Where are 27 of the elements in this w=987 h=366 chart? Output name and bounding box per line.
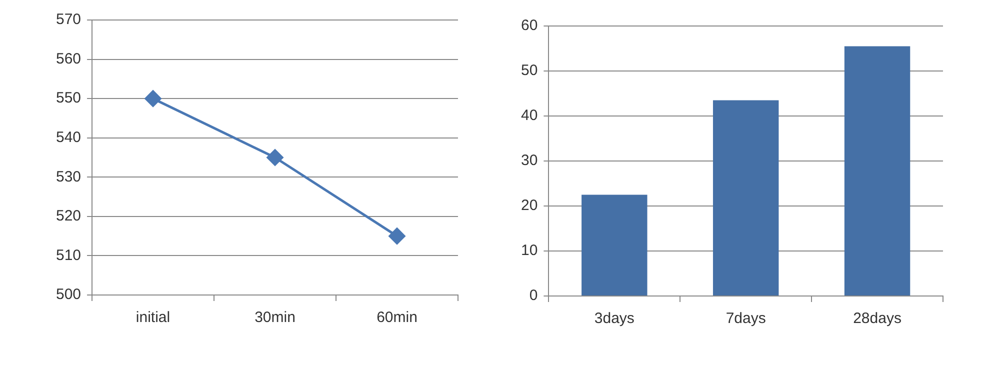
y-tick-label: 560 xyxy=(56,50,82,68)
y-tick-label: 520 xyxy=(56,208,82,225)
y-tick-label: 540 xyxy=(56,129,82,146)
y-tick-label: 10 xyxy=(520,242,538,260)
y-tick-label: 30 xyxy=(520,152,538,170)
point xyxy=(266,149,284,166)
x-tick-label: 3days xyxy=(594,310,634,328)
x-tick-label: initial xyxy=(136,309,170,326)
y-tick-label: 60 xyxy=(520,17,538,34)
x-tick-label: 30min xyxy=(254,309,296,326)
x-tick-label: 7days xyxy=(726,310,766,328)
bar xyxy=(712,100,779,296)
y-tick-label: 570 xyxy=(56,11,82,28)
bar xyxy=(844,46,910,296)
point xyxy=(388,228,406,244)
y-tick-label: 530 xyxy=(56,168,82,186)
bar xyxy=(582,194,648,296)
y-tick-label: 20 xyxy=(520,197,538,214)
y-tick-label: 0 xyxy=(529,287,538,304)
y-tick-label: 50 xyxy=(520,62,538,80)
x-tick-label: 28days xyxy=(853,310,902,328)
y-tick-label: 500 xyxy=(56,286,82,304)
x-tick-label: 60min xyxy=(376,309,418,326)
point xyxy=(144,90,162,107)
y-tick-label: 40 xyxy=(520,107,538,124)
y-tick-label: 510 xyxy=(56,246,82,264)
y-tick-label: 550 xyxy=(56,90,82,107)
